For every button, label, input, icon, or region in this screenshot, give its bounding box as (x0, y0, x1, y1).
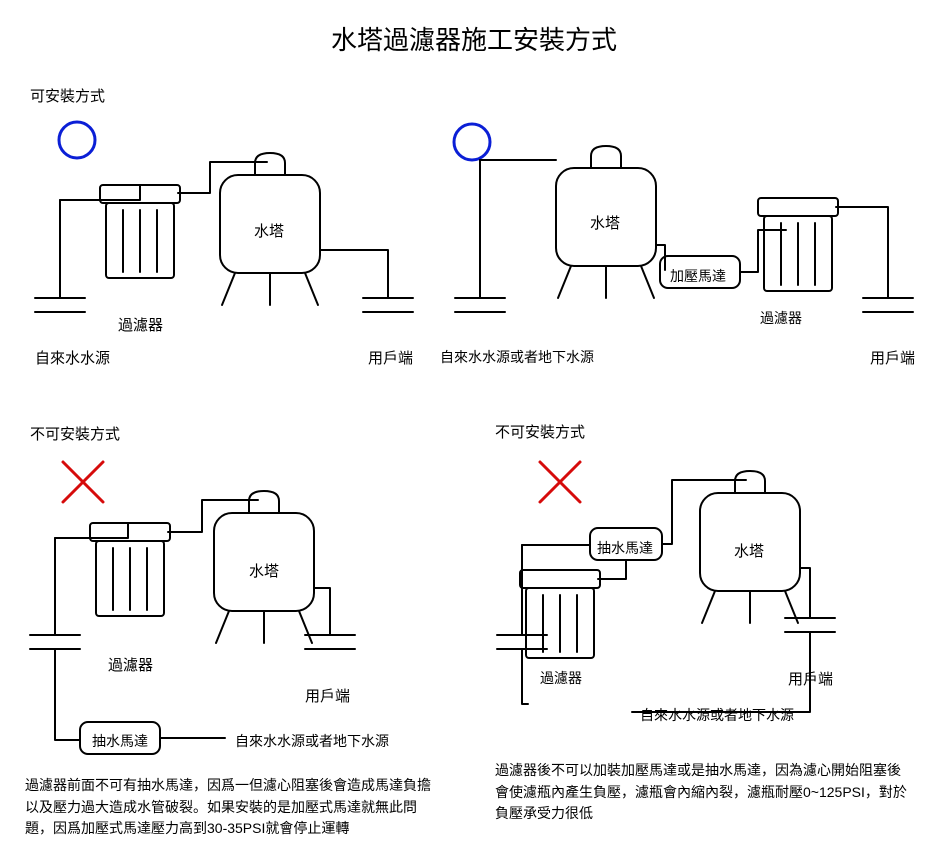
panel-d-source-cap (497, 545, 547, 649)
ok-mark-icon (454, 124, 490, 160)
panel-d-tank (700, 471, 800, 623)
panel-c-left-cap (30, 538, 80, 649)
panel-b-source-cap (455, 160, 505, 312)
panel-b-pump (660, 256, 740, 288)
panel-c-tank (214, 491, 314, 643)
panel-a-source-cap (35, 200, 85, 312)
panel-b-user-cap (863, 298, 913, 312)
bad-mark-icon (63, 462, 103, 502)
panel-b-tank (556, 146, 656, 298)
panel-d-user-cap (785, 618, 835, 632)
panel-a-user-cap (363, 298, 413, 312)
panel-c-filter (90, 523, 170, 616)
panel-a-tank (220, 153, 320, 305)
ok-mark-icon (59, 122, 95, 158)
panel-d-filter (520, 570, 600, 658)
panel-d-pump (590, 528, 662, 560)
panel-b-filter (758, 198, 838, 291)
panel-c-pump (80, 722, 160, 754)
diagram-svg (0, 0, 948, 862)
bad-mark-icon (540, 462, 580, 502)
